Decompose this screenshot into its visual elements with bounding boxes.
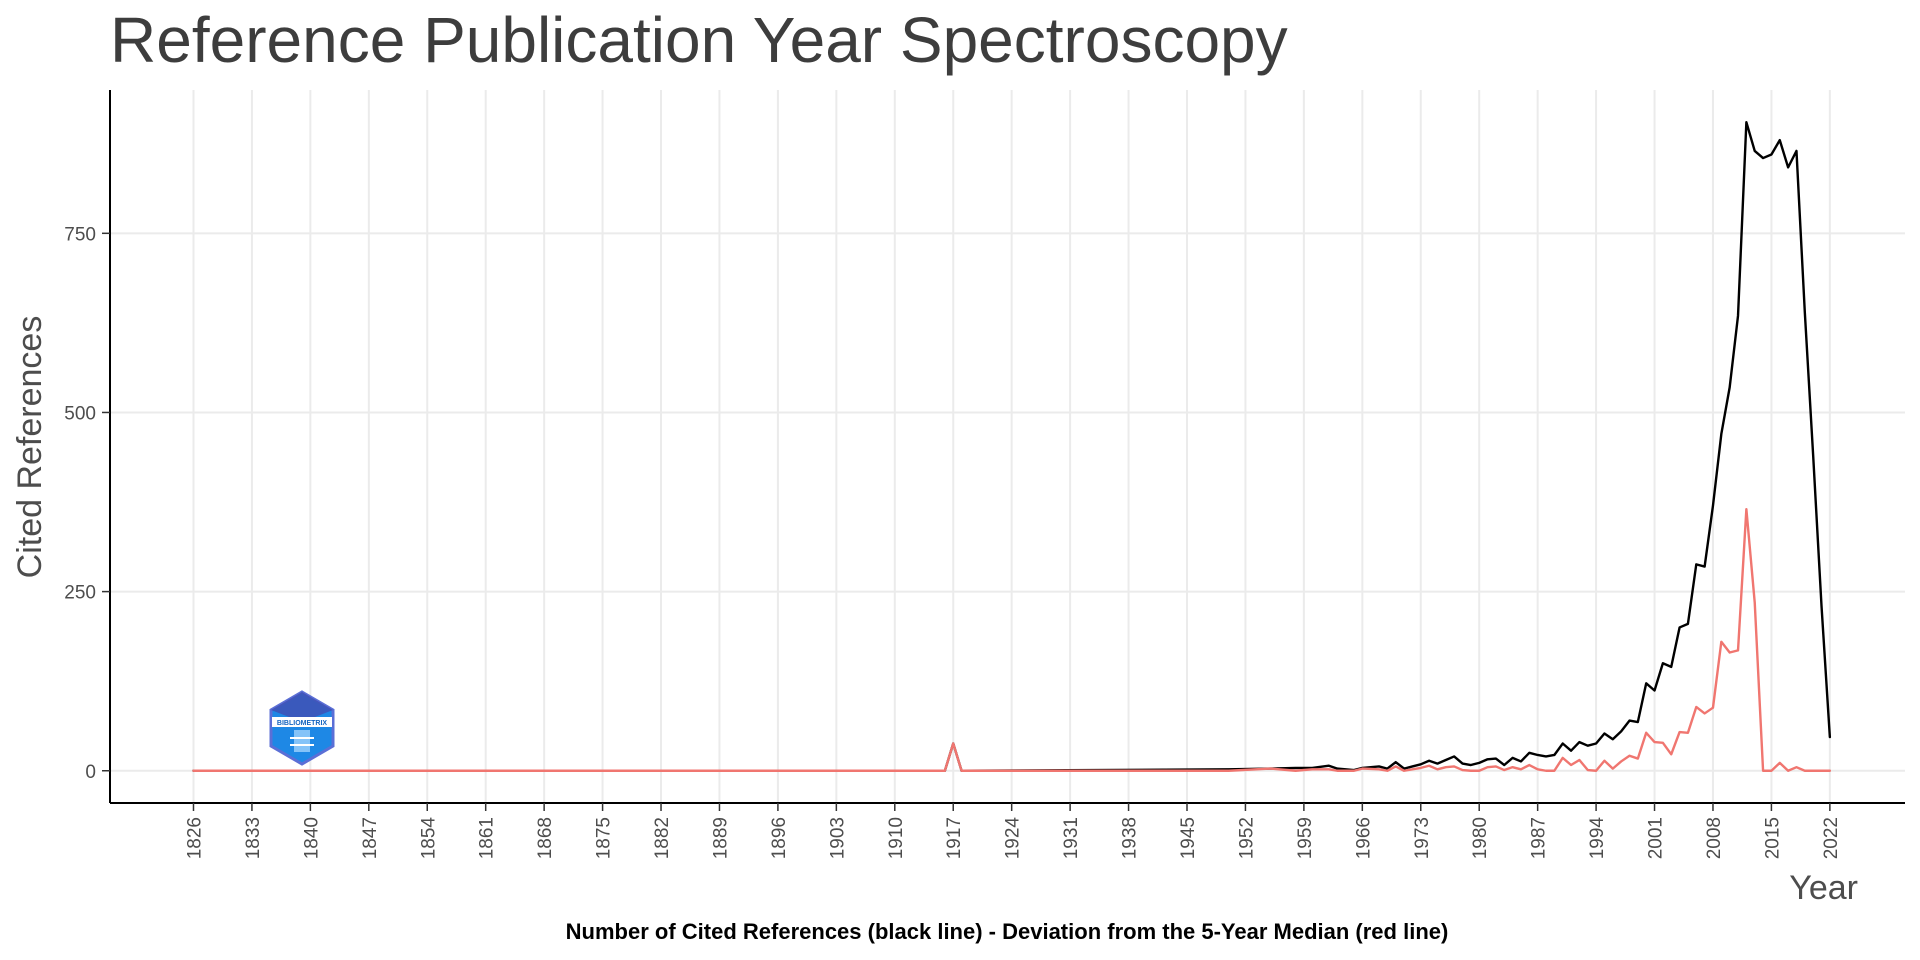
x-tick-label: 1959	[1295, 817, 1316, 859]
x-tick-label: 1924	[1003, 817, 1024, 860]
x-tick-label: 2015	[1762, 817, 1783, 859]
x-tick-label: 2008	[1704, 817, 1725, 859]
x-tick-label: 1840	[301, 817, 322, 859]
x-tick-label: 1980	[1470, 817, 1491, 859]
x-tick-label: 1994	[1587, 817, 1608, 860]
x-tick-label: 1917	[944, 817, 965, 859]
x-tick-label: 1847	[360, 817, 381, 859]
x-tick-label: 1854	[418, 817, 439, 860]
x-tick-label: 2001	[1646, 817, 1667, 859]
logo-text: BIBLIOMETRIX	[277, 720, 327, 727]
y-tick-label: 250	[64, 583, 96, 604]
x-axis-ticks: 1826 1833 1840 1847 1854 1861 1868 1875 1882 1889…	[184, 803, 1842, 860]
y-tick-label: 750	[64, 224, 96, 245]
x-tick-label: 1938	[1120, 817, 1141, 859]
x-tick-label: 1910	[886, 817, 907, 859]
x-axis-title: Year	[1789, 869, 1858, 907]
x-tick-label: 1882	[652, 817, 673, 859]
bibliometrix-logo: BIBLIOMETRIX	[269, 690, 335, 766]
y-tick-label: 500	[64, 403, 96, 424]
x-tick-label: 1987	[1529, 817, 1550, 859]
x-tick-label: 1973	[1412, 817, 1433, 859]
x-tick-label: 1875	[594, 817, 615, 859]
x-tick-label: 1903	[827, 817, 848, 859]
y-axis-title: Cited References	[11, 316, 49, 579]
x-tick-label: 1945	[1178, 817, 1199, 859]
x-tick-label: 2022	[1821, 817, 1842, 859]
x-tick-label: 1833	[243, 817, 264, 859]
series-line-deviation	[192, 508, 1832, 772]
grid-lines	[110, 90, 1905, 803]
x-tick-label: 1861	[477, 817, 498, 859]
y-axis-ticks: 0 250 500 750	[64, 224, 110, 783]
x-tick-label: 1868	[535, 817, 556, 859]
x-tick-label: 1889	[710, 817, 731, 859]
x-tick-label: 1952	[1236, 817, 1257, 859]
x-tick-label: 1826	[184, 817, 205, 859]
series-lines	[192, 121, 1832, 772]
x-tick-label: 1931	[1061, 817, 1082, 859]
chart-title: Reference Publication Year Spectroscopy	[110, 4, 1288, 76]
chart-caption: Number of Cited References (black line) …	[566, 919, 1449, 944]
x-tick-label: 1896	[769, 817, 790, 859]
x-tick-label: 1966	[1353, 817, 1374, 859]
y-tick-label: 0	[85, 762, 96, 783]
